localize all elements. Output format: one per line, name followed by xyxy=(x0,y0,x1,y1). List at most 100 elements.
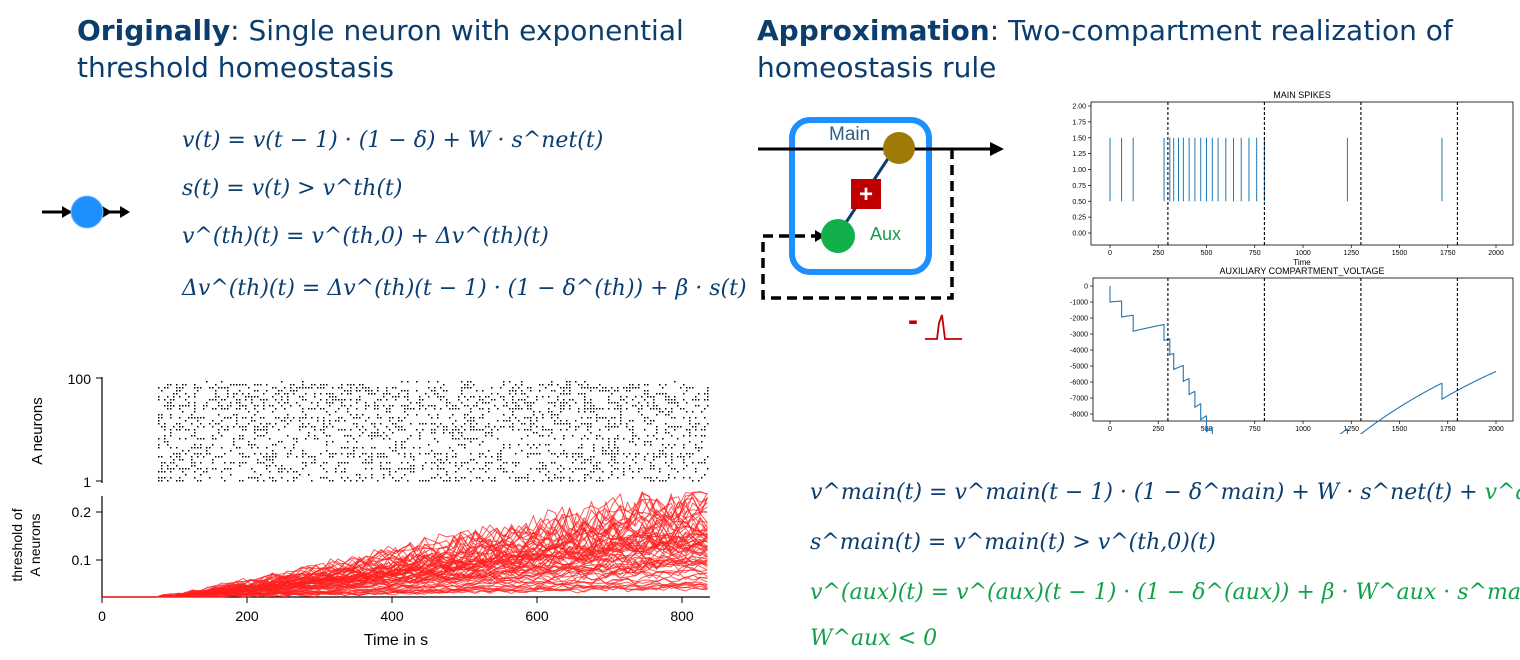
right-equation-4: W^aux < 0 xyxy=(810,626,938,651)
right-equation-3: v^(aux)(t) = v^(aux)(t − 1) · (1 − δ^(au… xyxy=(810,580,1520,605)
left-equation-2: s(t) = v(t) > v^th(t) xyxy=(182,176,403,201)
aux-xtick-label: 1500 xyxy=(1392,426,1408,433)
threshold-traces xyxy=(102,490,708,598)
spikes-ytick-label: 0.25 xyxy=(1072,215,1086,222)
aux-ytick-label: -1000 xyxy=(1070,300,1088,307)
raster-spike-dots xyxy=(158,381,709,482)
main-label: Main xyxy=(829,124,870,145)
spikes-ytick-label: 0.75 xyxy=(1072,183,1086,190)
spikes-ytick-label: 1.75 xyxy=(1072,119,1086,126)
main-spikes-chart: MAIN SPIKES 0 250 500 750 1000 1250 1500 1750 20… xyxy=(1072,90,1514,267)
spikes-title: MAIN SPIKES xyxy=(1273,90,1331,100)
single-neuron-diagram xyxy=(42,195,130,229)
threshold-xtick-400: 400 xyxy=(380,608,404,624)
threshold-trace xyxy=(156,490,708,598)
spike-waveform-icon xyxy=(925,314,962,340)
threshold-trace xyxy=(156,585,708,598)
threshold-trace xyxy=(156,491,708,598)
spikes-xtick-label: 1000 xyxy=(1295,250,1311,257)
aux-ytick-label: -8000 xyxy=(1070,412,1088,419)
right-equation-1: v^main(t) = v^main(t − 1) · (1 − δ^main)… xyxy=(810,480,1520,505)
aux-xtick-label: 2000 xyxy=(1488,426,1504,433)
left-title-bold: Originally xyxy=(77,14,231,47)
threshold-trace xyxy=(156,520,708,598)
aux-xtick-label: 1000 xyxy=(1295,426,1311,433)
threshold-ylabel-line2: A neurons xyxy=(27,513,43,576)
threshold-trace xyxy=(156,539,708,598)
aux-voltage-line xyxy=(1109,286,1497,434)
neuron-box xyxy=(789,117,932,275)
left-title-text: : Single neuron with exponential xyxy=(230,14,684,47)
left-title-line2: threshold homeostasis xyxy=(77,51,394,84)
spikes-ytick-label: 0.00 xyxy=(1072,231,1086,238)
left-title: Originally: Single neuron with exponenti… xyxy=(77,12,684,86)
aux-xtick-label: 250 xyxy=(1152,426,1164,433)
minus-sign: - xyxy=(908,304,918,337)
right-equation-1-aux: v^aux(t) xyxy=(1484,480,1520,505)
spikes-xtick-label: 2000 xyxy=(1488,250,1504,257)
aux-ytick-label: -7000 xyxy=(1070,396,1088,403)
aux-ytick-label: -2000 xyxy=(1070,316,1088,323)
spikes-xtick-label: 0 xyxy=(1108,250,1112,257)
threshold-xtick-0: 0 xyxy=(98,608,106,624)
raster-ylabel: A neurons xyxy=(29,397,46,465)
output-arrow-icon xyxy=(990,142,1004,156)
spikes-xtick-label: 250 xyxy=(1152,250,1164,257)
spikes-xtick-label: 500 xyxy=(1201,250,1213,257)
aux-voltage-chart: AUXILIARY COMPARTMENT_VOLTAGE 0 250 500 750… xyxy=(1070,266,1514,434)
aux-ytick-label: -6000 xyxy=(1070,380,1088,387)
threshold-trace xyxy=(156,558,708,598)
aux-marks xyxy=(1109,278,1497,434)
threshold-ylabel-line1: threshold of xyxy=(9,508,25,581)
right-title-line2: homeostasis rule xyxy=(757,51,997,84)
aux-ytick-label: -4000 xyxy=(1070,348,1088,355)
threshold-trace xyxy=(156,491,708,598)
aux-xtick-label: 0 xyxy=(1108,426,1112,433)
aux-axes: 0 250 500 750 1000 1250 1500 1750 20000-1000-200… xyxy=(1070,284,1504,434)
plus-badge xyxy=(851,179,881,209)
spikes-axes: 0 250 500 750 1000 1250 1500 1750 2000 2.00 1.75 1.… xyxy=(1072,104,1504,258)
threshold-xtick-800: 800 xyxy=(670,608,694,624)
threshold-trace xyxy=(156,540,708,598)
right-title-text: : Two-compartment realization of xyxy=(989,14,1453,47)
spikes-ytick-label: 1.50 xyxy=(1072,135,1086,142)
right-title-bold: Approximation xyxy=(757,14,990,47)
plus-sign: + xyxy=(859,181,873,208)
spikes-ytick-label: 0.50 xyxy=(1072,199,1086,206)
neuron-circle xyxy=(70,195,104,229)
left-equation-4: Δv^(th)(t) = Δv^(th)(t − 1) · (1 − δ^(th… xyxy=(182,276,747,301)
threshold-ytick-0.1: 0.1 xyxy=(72,552,92,568)
feedback-loop xyxy=(761,149,954,300)
main-compartment xyxy=(883,132,915,164)
aux-ytick-label: 0 xyxy=(1084,284,1088,291)
spikes-ytick-label: 2.00 xyxy=(1072,104,1086,111)
aux-xtick-label: 1250 xyxy=(1343,426,1359,433)
right-equation-1-main: v^main(t) = v^main(t − 1) · (1 − δ^main)… xyxy=(810,480,1485,505)
threshold-plot: 0.2 0.1 threshold of A neurons 0 200 400… xyxy=(9,490,710,649)
threshold-xticks: 0 200 400 600 800 xyxy=(98,597,694,624)
spikes-xtick-label: 1500 xyxy=(1392,250,1408,257)
raster-ytick-1: 1 xyxy=(83,474,91,490)
aux-xtick-label: 1750 xyxy=(1440,426,1456,433)
aux-title: AUXILIARY COMPARTMENT_VOLTAGE xyxy=(1219,266,1384,276)
aux-xtick-label: 750 xyxy=(1249,426,1261,433)
spikes-marks xyxy=(1109,102,1458,245)
aux-ytick-label: -5000 xyxy=(1070,364,1088,371)
spikes-xlabel: Time xyxy=(1293,258,1311,267)
spikes-ytick-label: 1.25 xyxy=(1072,151,1086,158)
two-compartment-diagram: + Main Aux - xyxy=(758,117,1004,340)
threshold-xtick-600: 600 xyxy=(525,608,549,624)
threshold-xtick-200: 200 xyxy=(235,608,259,624)
threshold-ytick-0.2: 0.2 xyxy=(72,504,92,520)
threshold-xlabel: Time in s xyxy=(364,632,428,649)
threshold-trace xyxy=(156,538,708,598)
spikes-xtick-label: 1250 xyxy=(1343,250,1359,257)
raster-plot: 100 1 A neurons xyxy=(29,371,709,490)
spikes-ytick-label: 1.00 xyxy=(1072,167,1086,174)
threshold-trace xyxy=(156,562,708,598)
raster-spikes xyxy=(158,381,709,482)
left-equation-3: v^(th)(t) = v^(th,0) + Δv^(th)(t) xyxy=(182,224,549,249)
threshold-trace xyxy=(156,565,708,598)
raster-ytick-100: 100 xyxy=(68,371,92,387)
spikes-xtick-label: 750 xyxy=(1249,250,1261,257)
